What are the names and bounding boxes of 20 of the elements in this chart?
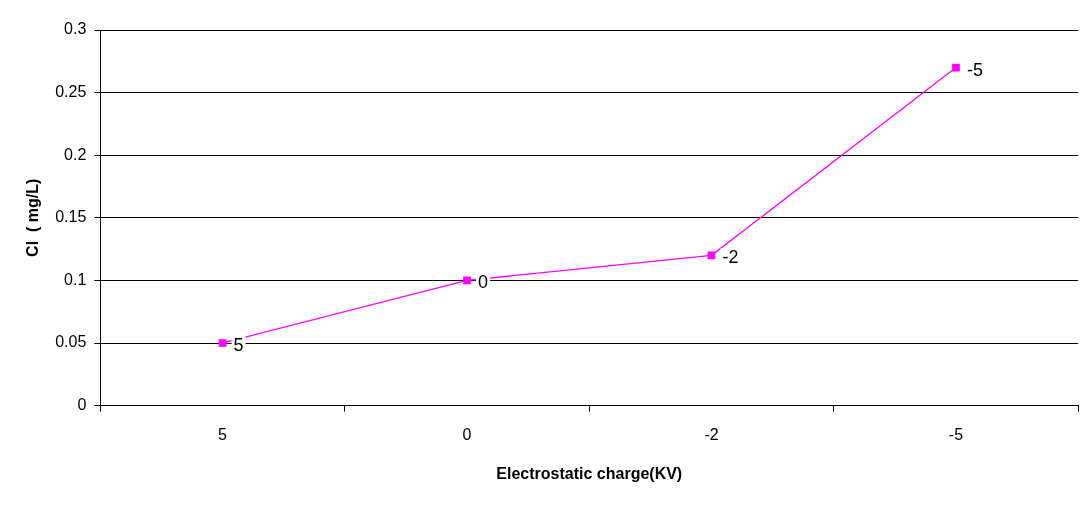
y-tick-label: 0.25 xyxy=(55,83,87,101)
y-tick-label: 0.2 xyxy=(64,145,87,163)
point xyxy=(952,63,960,72)
y-tick-label: 0.15 xyxy=(55,208,87,226)
y-axis-title: Cl ( mg/L) xyxy=(24,178,42,257)
point xyxy=(463,276,471,285)
y-tick-label: 0 xyxy=(77,396,87,414)
x-tick-label: -5 xyxy=(948,425,964,443)
y-tick-label: 0.3 xyxy=(64,20,87,38)
annotation: 5 xyxy=(233,334,244,355)
x-tick-label: 5 xyxy=(218,425,228,443)
annotation: -2 xyxy=(722,247,739,268)
y-tick-label: 0.05 xyxy=(55,333,87,351)
y-tick-label: 0.1 xyxy=(64,270,87,288)
x-tick-label: 0 xyxy=(462,425,472,443)
annotation: -5 xyxy=(966,59,983,80)
x-tick-label: -2 xyxy=(704,425,719,443)
x-axis-title: Electrostatic charge(KV) xyxy=(496,464,683,482)
point xyxy=(218,339,227,347)
annotation: 0 xyxy=(478,272,489,293)
